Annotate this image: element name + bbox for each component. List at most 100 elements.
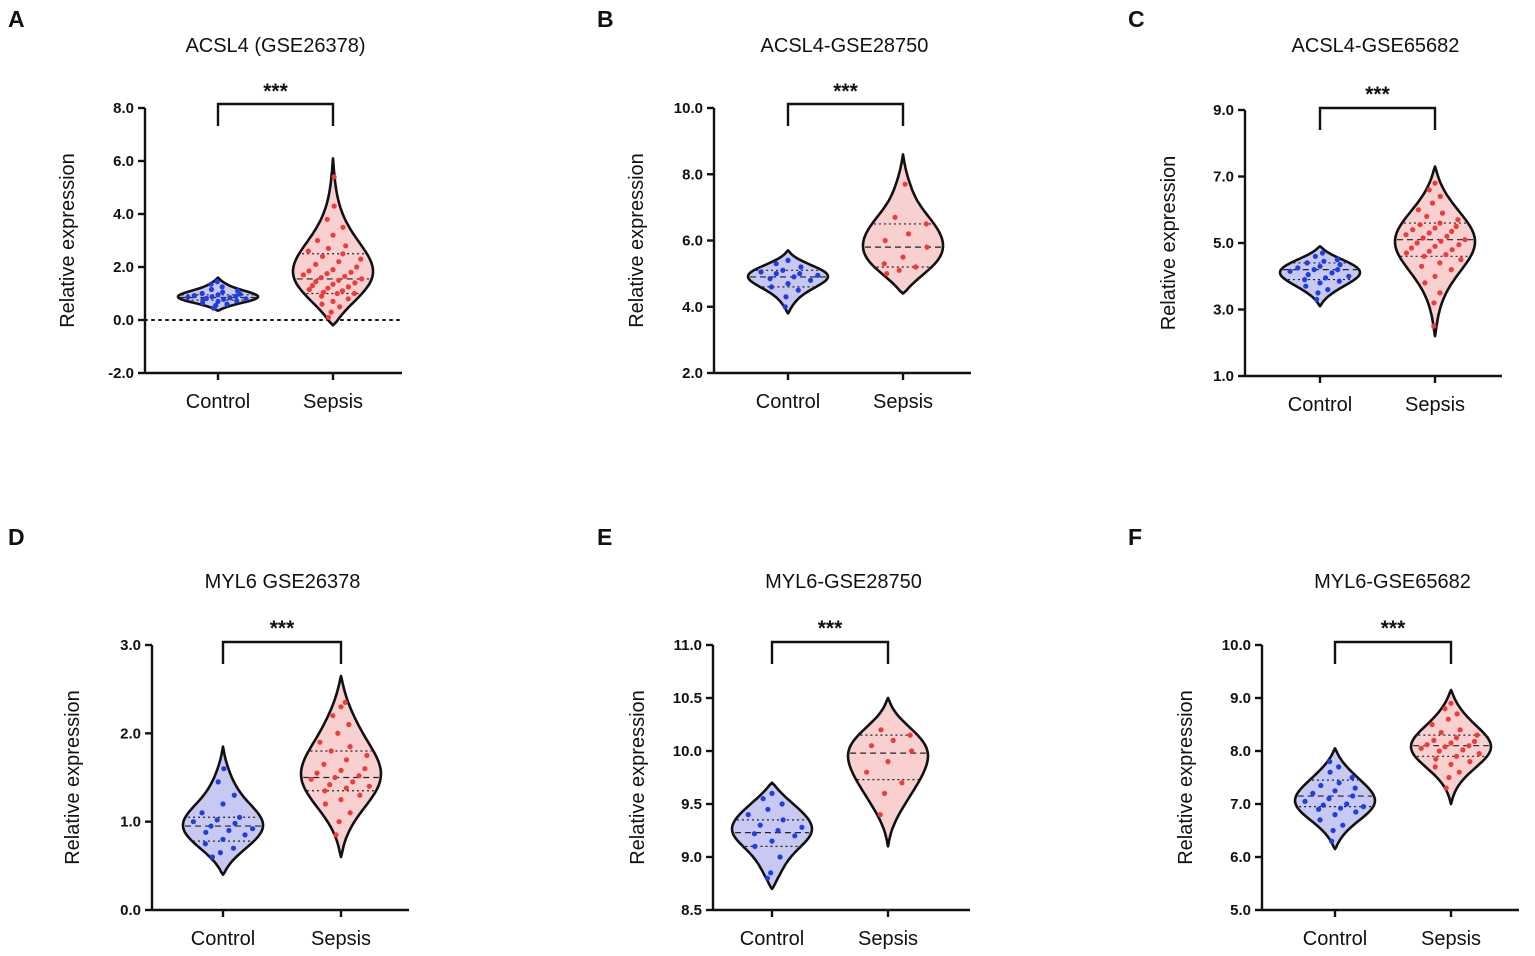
chart-title: ACSL4-GSE28750	[761, 35, 929, 57]
data-point	[1453, 753, 1459, 759]
data-point	[300, 272, 306, 278]
data-point	[1353, 809, 1359, 815]
data-point	[924, 244, 930, 250]
data-point	[221, 296, 227, 302]
data-point	[325, 314, 332, 320]
data-point	[1432, 243, 1438, 249]
violin-body	[1278, 245, 1362, 308]
data-point	[357, 792, 363, 798]
data-point	[325, 285, 331, 291]
data-point	[1439, 210, 1446, 216]
data-point	[1454, 711, 1460, 717]
significance-bracket	[1318, 106, 1437, 130]
violin-control	[1293, 747, 1377, 851]
panel-d: D MYL6 GSE26378 Relative expression 0.0 1.0 2…	[8, 524, 409, 950]
data-point	[208, 286, 215, 293]
data-point	[354, 264, 360, 270]
violin-sepsis	[291, 157, 375, 327]
violin-sepsis	[846, 696, 930, 848]
data-point	[1305, 272, 1311, 278]
violin-body	[1409, 688, 1493, 806]
data-point	[203, 295, 209, 301]
x-tick-label: Control	[1303, 928, 1367, 950]
significance-bracket	[221, 640, 343, 664]
data-point	[757, 822, 763, 828]
data-point	[909, 748, 915, 754]
data-point	[199, 290, 205, 297]
data-point	[1437, 193, 1443, 199]
data-point	[1424, 213, 1430, 219]
data-point	[1456, 242, 1462, 248]
x-tick-label: Sepsis	[303, 391, 363, 413]
data-point	[1448, 761, 1454, 767]
violin-sepsis	[1393, 165, 1477, 338]
data-point	[242, 832, 248, 838]
data-point	[328, 309, 334, 315]
violin-body	[181, 745, 265, 876]
significance-label: ***	[270, 617, 295, 640]
data-point	[1426, 248, 1432, 254]
panel-letter: F	[1128, 524, 1142, 550]
significance-bracket	[770, 640, 890, 664]
data-point	[1317, 817, 1323, 823]
data-point	[340, 251, 346, 257]
data-point	[780, 817, 786, 823]
data-point	[319, 253, 326, 259]
data-point	[1287, 268, 1293, 274]
data-point	[336, 819, 342, 825]
data-point	[768, 870, 774, 876]
data-point	[335, 730, 341, 736]
data-point	[226, 827, 232, 834]
data-point	[1325, 287, 1331, 293]
violin-body	[1293, 747, 1377, 851]
data-point	[1462, 237, 1468, 243]
data-point	[345, 296, 351, 302]
data-point	[1457, 727, 1463, 733]
data-point	[808, 277, 814, 283]
data-point	[1431, 300, 1437, 306]
y-tick-label: 6.0	[682, 233, 703, 250]
data-point	[215, 298, 221, 304]
data-point	[1442, 744, 1448, 750]
y-axis-label: Relative expression	[1175, 690, 1197, 865]
data-point	[1442, 706, 1448, 712]
panel-b: B ACSL4-GSE28750 Relative expression 2.0 4.0…	[597, 6, 971, 413]
data-point	[209, 294, 215, 300]
data-point	[775, 827, 781, 834]
data-point	[1344, 801, 1350, 807]
data-point	[1429, 721, 1435, 728]
chart-title: MYL6-GSE28750	[765, 571, 922, 593]
y-axis-label: Relative expression	[627, 690, 649, 865]
data-point	[1437, 260, 1443, 266]
violin-control	[176, 276, 260, 312]
data-point	[905, 231, 912, 237]
data-point	[1337, 262, 1343, 268]
data-point	[896, 267, 902, 273]
data-point	[321, 761, 327, 767]
data-point	[1455, 217, 1461, 223]
data-point	[356, 773, 362, 779]
y-tick-label: 10.0	[673, 743, 702, 760]
data-point	[1471, 738, 1478, 745]
data-point	[1433, 756, 1439, 762]
y-tick-label: 7.0	[1213, 169, 1234, 186]
data-point	[319, 293, 325, 299]
data-point	[347, 810, 353, 816]
data-point	[1349, 774, 1355, 781]
data-point	[1304, 260, 1310, 266]
data-point	[1417, 222, 1423, 228]
data-point	[1438, 729, 1444, 736]
data-point	[1422, 280, 1428, 286]
data-point	[320, 289, 327, 295]
data-point	[352, 280, 358, 286]
data-point	[343, 785, 349, 791]
data-point	[1431, 737, 1437, 744]
data-point	[765, 806, 771, 812]
data-point	[191, 293, 197, 299]
x-tick-label: Control	[186, 391, 250, 413]
data-point	[890, 737, 896, 744]
data-point	[346, 721, 352, 728]
data-point	[243, 296, 249, 302]
y-tick-label: 3.0	[1213, 302, 1234, 319]
violin-body	[299, 674, 383, 859]
